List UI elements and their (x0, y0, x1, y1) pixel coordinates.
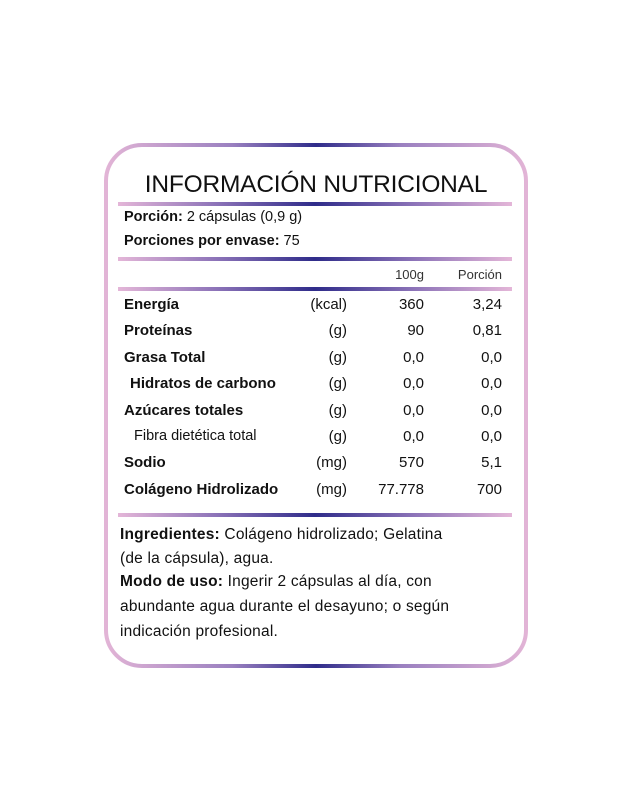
value-100g: 570 (398, 454, 424, 471)
nutrient-name: Energía (124, 296, 180, 313)
divider (118, 257, 512, 261)
usage-cont: abundante agua durante el desayuno; o se… (120, 598, 450, 615)
column-100g: 100g (395, 267, 424, 282)
column-header: 100g Porción (124, 267, 504, 287)
divider (118, 287, 512, 291)
value-portion: 3,24 (472, 296, 502, 313)
servings-per-container: Porciones por envase: 75 (124, 233, 300, 249)
nutrient-unit: (kcal) (310, 296, 347, 313)
divider (118, 513, 512, 517)
usage: Modo de uso: Ingerir 2 cápsulas al día, … (120, 573, 432, 590)
nutrient-row: Proteínas (g) 90 0,81 (124, 322, 504, 342)
nutrient-row: Sodio (mg) 570 5,1 (124, 454, 504, 474)
value-100g: 0,0 (403, 428, 424, 445)
nutrient-name: Hidratos de carbono (130, 375, 276, 392)
nutrient-row: Grasa Total (g) 0,0 0,0 (124, 349, 504, 369)
nutrient-unit: (mg) (316, 454, 347, 471)
value-100g: 90 (407, 322, 424, 339)
nutrient-unit: (mg) (316, 481, 347, 498)
nutrient-unit: (g) (328, 402, 347, 419)
value-100g: 0,0 (403, 349, 424, 366)
value-portion: 5,1 (481, 454, 502, 471)
nutrient-unit: (g) (328, 428, 347, 445)
ingredients-cont: (de la cápsula), agua. (120, 550, 274, 567)
nutrient-name: Fibra dietética total (134, 428, 257, 444)
label-title: INFORMACIÓN NUTRICIONAL (144, 171, 488, 198)
nutrient-unit: (g) (328, 322, 347, 339)
usage-cont: indicación profesional. (120, 623, 278, 640)
nutrient-unit: (g) (328, 375, 347, 392)
value-100g: 0,0 (403, 375, 424, 392)
nutrient-name: Grasa Total (124, 349, 206, 366)
divider (118, 202, 512, 206)
nutrient-row: Azúcares totales (g) 0,0 0,0 (124, 402, 504, 422)
nutrient-row: Energía (kcal) 360 3,24 (124, 296, 504, 316)
value-portion: 700 (476, 481, 502, 498)
value-100g: 77.778 (378, 481, 424, 498)
nutrient-name: Sodio (124, 454, 166, 471)
value-portion: 0,0 (481, 428, 502, 445)
nutrient-row: Fibra dietética total (g) 0,0 0,0 (124, 428, 504, 448)
nutrient-row: Colágeno Hidrolizado (mg) 77.778 700 (124, 481, 504, 501)
value-100g: 0,0 (403, 402, 424, 419)
nutrient-name: Azúcares totales (124, 402, 244, 419)
value-portion: 0,0 (481, 402, 502, 419)
ingredients: Ingredientes: Colágeno hidrolizado; Gela… (120, 526, 443, 543)
nutrient-name: Colágeno Hidrolizado (124, 481, 279, 498)
value-portion: 0,81 (472, 322, 502, 339)
value-100g: 360 (398, 296, 424, 313)
column-portion: Porción (457, 267, 502, 282)
nutrient-name: Proteínas (124, 322, 193, 339)
nutrient-row: Hidratos de carbono (g) 0,0 0,0 (124, 375, 504, 395)
value-portion: 0,0 (481, 375, 502, 392)
value-portion: 0,0 (481, 349, 502, 366)
nutrient-unit: (g) (328, 349, 347, 366)
serving-size: Porción: 2 cápsulas (0,9 g) (124, 209, 303, 225)
